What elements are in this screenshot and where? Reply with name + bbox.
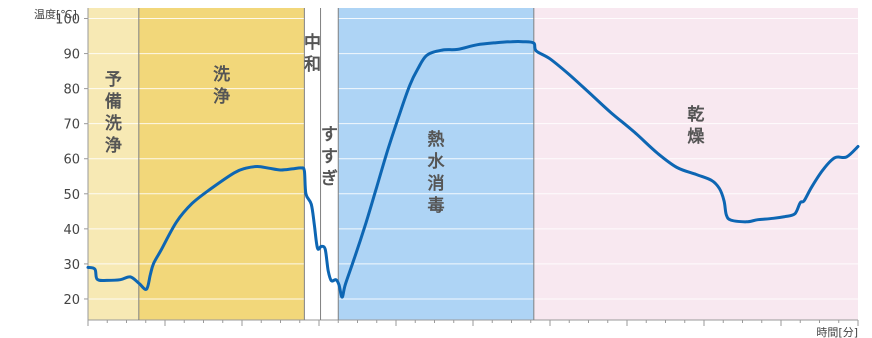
phase-label-2-char-1: 和 <box>304 55 321 75</box>
phase-label-4-char-0: 熱 <box>428 129 445 150</box>
gridlines <box>88 18 858 300</box>
phase-label-5-char-0: 乾 <box>687 104 704 125</box>
phase-label-0-char-1: 備 <box>105 91 122 112</box>
phase-label-1-char-1: 浄 <box>213 86 230 107</box>
y-tick-label-20: 20 <box>63 293 80 308</box>
phase-label-2-char-0: 中 <box>304 32 321 53</box>
phase-label-1-char-0: 洗 <box>213 64 230 85</box>
y-tick-label-60: 60 <box>63 153 80 168</box>
phase-label-2: 中和 <box>304 32 321 75</box>
phase-band-3 <box>320 8 339 320</box>
phase-label-5-char-1: 燥 <box>687 127 705 147</box>
phase-label-4-char-2: 消 <box>428 173 445 194</box>
phase-band-4 <box>338 8 534 320</box>
phase-label-0-char-3: 浄 <box>105 135 122 156</box>
phase-label-3-char-0: す <box>321 125 338 145</box>
phase-label-0-char-2: 洗 <box>105 113 122 134</box>
phase-label-3-char-1: す <box>321 147 338 167</box>
phase-band-0 <box>88 8 139 320</box>
y-tick-label-70: 70 <box>63 118 80 133</box>
y-axis-title: 温度[℃] <box>34 7 77 21</box>
phase-dividers <box>138 8 535 320</box>
temperature-line <box>86 40 860 299</box>
phase-band-5 <box>533 8 858 320</box>
y-tick-label-90: 90 <box>63 48 80 63</box>
y-tick-label-30: 30 <box>63 258 80 273</box>
phase-label-1: 洗浄 <box>213 64 230 107</box>
phase-label-3: すすぎ <box>321 125 338 189</box>
phase-band-1 <box>138 8 305 320</box>
y-tick-label-50: 50 <box>63 188 80 203</box>
phase-bands <box>88 8 858 320</box>
y-tick-label-80: 80 <box>63 83 80 98</box>
y-tick-label-40: 40 <box>63 223 80 238</box>
x-axis-title: 時間[分] <box>816 326 858 338</box>
x-axis-ticks <box>87 320 859 326</box>
y-tick-labels: 20 30 40 50 60 70 80 90 100 <box>55 13 88 308</box>
phase-label-0-char-0: 予 <box>105 70 122 90</box>
phase-label-5: 乾燥 <box>687 104 705 147</box>
phase-label-3-char-2: ぎ <box>321 168 338 189</box>
phase-label-4-char-3: 毒 <box>428 196 445 216</box>
y-tick-label-100: 100 <box>55 13 80 28</box>
phase-label-4-char-1: 水 <box>428 151 446 172</box>
